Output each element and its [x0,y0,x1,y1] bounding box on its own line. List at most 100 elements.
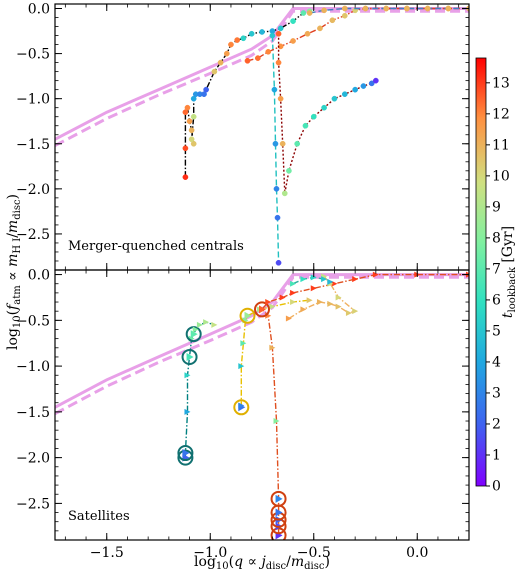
data-point [352,276,359,283]
y-tick-label: −1.5 [16,137,50,153]
data-point [244,57,251,64]
y-tick-label: −2.5 [16,227,50,243]
data-point [248,30,255,37]
data-point [217,59,224,66]
data-point [238,402,245,409]
data-point [275,30,282,37]
series-line-3 [277,33,377,194]
colorbar-tick-label: 3 [492,385,501,401]
series-line-1 [271,35,280,263]
y-axis-label: log10(fatm ∝ mH I/mdisc) [5,194,23,350]
data-point [360,83,367,89]
x-tick-label: −1.0 [193,545,227,561]
data-point [335,303,342,310]
data-point [331,280,338,287]
data-point [321,276,328,283]
data-point [286,167,292,174]
panel-satellites: −1.5 −1.0 −0.5 0.0 0.0 −0.5 −1.0 −1.5 −2.0 −2.5 S… [16,268,470,561]
data-point [186,118,193,125]
colorbar-label: tlookback [Gyr] [500,226,518,318]
colorbar-tick-label: 11 [492,137,510,153]
data-point [424,5,431,12]
data-point [310,285,317,292]
y-tick-label: −2.5 [16,496,50,512]
data-point [240,340,247,347]
reference-curve-dashed [55,9,469,147]
data-point [310,113,317,120]
data-point [275,494,283,503]
data-point [238,363,245,370]
data-point [274,214,281,221]
data-point [223,50,230,57]
data-point [277,95,284,102]
colorbar-tick-label: 0 [492,479,501,495]
data-point [186,352,194,361]
y-tick-label: −2.0 [16,451,50,467]
x-axis-label: log10(q ∝ jdisc/mdisc) [194,554,330,572]
data-point [300,10,307,16]
data-point [300,276,307,283]
data-point [244,311,252,320]
data-point [182,174,189,180]
colorbar-tick-label: 6 [492,292,501,308]
x-tick-label: −1.5 [90,545,124,561]
panel-label: Satellites [68,509,130,524]
data-point [281,190,288,197]
colorbar-tick-label: 12 [492,106,510,122]
data-point [273,418,280,425]
data-point [310,274,317,281]
data-point [331,95,338,102]
data-point [335,294,342,301]
colorbar-tick-label: 8 [492,230,501,246]
data-point [275,59,282,66]
data-point [255,55,261,61]
data-point [203,319,210,326]
data-point [265,299,272,306]
data-point [188,136,195,143]
series-line-2 [261,273,469,536]
point-ring [254,301,270,318]
data-point [302,122,309,129]
colorbar-tick-label: 7 [492,261,501,277]
data-point [269,303,276,310]
data-point [182,145,189,152]
y-tick-label: −1.5 [16,405,50,421]
data-point [190,330,198,339]
data-point [273,185,280,192]
y-tick-label: −0.5 [16,47,50,63]
data-point [341,5,348,12]
colorbar-tick-label: 9 [492,199,501,215]
data-point [321,104,327,111]
data-point [279,294,286,301]
data-point [290,18,296,24]
colorbar-tick-label: 2 [492,416,501,432]
data-point [285,315,292,322]
y-tick-label: 0.0 [28,2,50,18]
data-point [259,305,266,314]
data-point [304,30,311,37]
colorbar-tick-label: 13 [492,75,510,91]
reference-curve-dashed [55,275,469,416]
data-point [300,306,307,313]
panel-merger-quenched-centrals: 0.0 −0.5 −1.0 −1.5 −2.0 −2.5 Merger-quenched … [16,2,470,271]
series-line-3 [288,275,357,320]
data-point [272,140,279,147]
data-point [341,12,348,19]
data-point [362,5,369,12]
data-point [290,280,297,287]
data-point [279,140,286,147]
point-ring [177,445,194,462]
data-point [190,113,197,120]
data-point [290,299,297,306]
colorbar-tick-label: 10 [492,168,510,184]
data-point [352,86,358,93]
data-point [404,5,410,12]
data-point [211,321,218,328]
data-point [240,35,247,42]
data-point [352,308,359,315]
colorbar-tick-label: 4 [492,354,501,370]
data-point [372,271,379,278]
data-point [192,326,199,333]
y-tick-label: −1.0 [16,359,50,375]
